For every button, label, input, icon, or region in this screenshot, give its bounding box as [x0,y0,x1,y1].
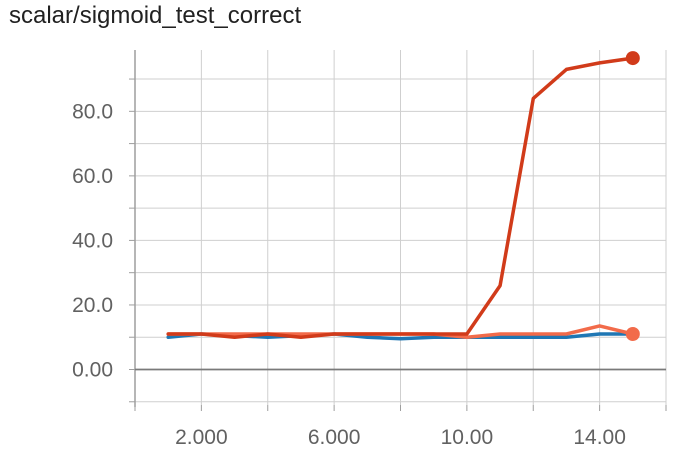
chart-title: scalar/sigmoid_test_correct [9,2,302,29]
y-tick-label: 80.0 [72,100,113,123]
x-tick-label: 14.00 [573,426,626,449]
series-end-marker-3 [625,51,640,66]
series-end-marker-2 [625,327,640,341]
series-line-3 [166,56,635,339]
x-tick-label: 2.000 [175,426,228,449]
y-tick-label: 0.00 [72,359,113,382]
series-lines [166,56,635,341]
tick-labels: 0.00 20.0 40.0 60.0 80.0 2.000 6.000 10.00 14.00 [72,100,626,449]
end-markers [625,51,640,341]
axes [129,50,667,411]
y-tick-label: 20.0 [72,294,113,317]
x-tick-label: 6.000 [308,426,361,449]
y-tick-label: 60.0 [72,165,113,188]
x-tick-label: 10.00 [441,426,494,449]
grid [135,50,667,405]
y-tick-label: 40.0 [72,229,113,252]
